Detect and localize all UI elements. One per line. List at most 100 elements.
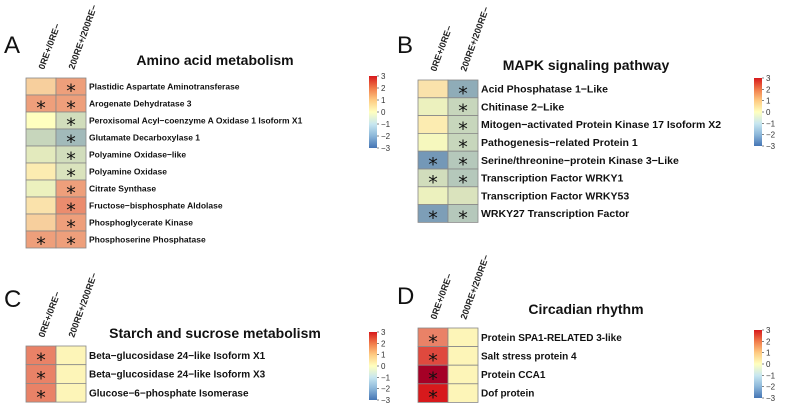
heatmap-cell-a-5-0 xyxy=(25,162,57,181)
significance-marker-a-8-1: * xyxy=(66,217,76,239)
heatmap-cell-d-2-1 xyxy=(447,364,479,385)
significance-marker-a-0-1: * xyxy=(66,81,76,103)
panel-label-a: A xyxy=(4,32,20,59)
significance-marker-a-6-1: * xyxy=(66,183,76,205)
significance-marker-b-5-0: * xyxy=(428,172,438,194)
panel-title-a: Amino acid metabolism xyxy=(136,52,293,68)
significance-marker-b-1-1: * xyxy=(458,101,468,123)
colorbar-tick-label-c-1: 2 xyxy=(381,339,386,348)
heatmap-cell-c-0-1 xyxy=(55,345,87,366)
significance-marker-c-2-0: * xyxy=(36,387,46,409)
heatmap-cell-a-8-0 xyxy=(25,213,57,232)
colorbar-tick-label-a-5: −2 xyxy=(381,132,391,141)
heatmap-cell-a-9-1 xyxy=(55,230,87,249)
row-label-c-2: Glucose−6−phosphate Isomerase xyxy=(89,388,249,399)
colorbar-tick-label-a-3: 0 xyxy=(381,108,386,117)
row-label-b-4: Serine/threonine−protein Kinase 3−Like xyxy=(481,155,679,167)
significance-marker-b-0-1: * xyxy=(458,83,468,105)
row-label-b-1: Chitinase 2−Like xyxy=(481,101,564,113)
colorbar-c xyxy=(369,332,377,400)
row-label-a-7: Fructose−bisphosphate Aldolase xyxy=(89,200,223,210)
row-label-c-1: Beta−glucosidase 24−like Isoform X3 xyxy=(89,370,266,381)
row-label-a-6: Citrate Synthase xyxy=(89,183,156,193)
colorbar-tick-label-a-4: −1 xyxy=(381,120,391,129)
column-label-d-0: 0RE+/0RE− xyxy=(428,272,454,321)
colorbar-tick-label-c-3: 0 xyxy=(381,362,386,371)
heatmap-cell-d-1-1 xyxy=(447,346,479,366)
colorbar-tick-label-d-2: 1 xyxy=(766,349,771,358)
significance-marker-a-3-1: * xyxy=(66,132,76,154)
colorbar-b xyxy=(754,78,762,146)
row-label-a-3: Glutamate Decarboxylase 1 xyxy=(89,132,200,142)
colorbar-tick-label-b-0: 3 xyxy=(766,74,771,83)
colorbar-tick-label-c-6: −3 xyxy=(381,396,391,405)
row-label-a-4: Polyamine Oxidase−like xyxy=(89,149,186,159)
heatmap-cell-d-0-1 xyxy=(447,327,479,348)
colorbar-tick-label-b-4: −1 xyxy=(766,119,776,128)
colorbar-tick-label-d-3: 0 xyxy=(766,360,771,369)
row-label-d-2: Protein CCA1 xyxy=(481,370,546,381)
panel-label-b: B xyxy=(397,32,413,59)
row-label-b-3: Pathogenesis−related Protein 1 xyxy=(481,137,638,149)
column-label-c-0: 0RE+/0RE− xyxy=(36,290,62,339)
colorbar-tick-label-a-6: −3 xyxy=(381,144,391,153)
row-label-a-1: Arogenate Dehydratase 3 xyxy=(89,98,192,108)
colorbar-d xyxy=(754,330,762,398)
significance-marker-d-3-0: * xyxy=(428,387,438,409)
panel-label-c: C xyxy=(4,286,21,313)
colorbar-tick-label-d-1: 2 xyxy=(766,337,771,346)
colorbar-tick-label-b-1: 2 xyxy=(766,85,771,94)
row-label-b-7: WRKY27 Transcription Factor xyxy=(481,208,629,220)
heatmap-cell-c-2-1 xyxy=(55,382,87,403)
significance-marker-a-9-1: * xyxy=(66,234,76,256)
colorbar-tick-label-a-1: 2 xyxy=(381,84,386,93)
heatmap-cell-c-1-1 xyxy=(55,364,87,384)
significance-marker-a-2-1: * xyxy=(66,115,76,137)
significance-marker-a-1-1: * xyxy=(66,98,76,120)
colorbar-tick-label-c-4: −1 xyxy=(381,373,391,382)
significance-marker-c-1-0: * xyxy=(36,368,46,390)
column-label-b-1: 200RE+/200RE− xyxy=(458,5,491,72)
significance-marker-d-2-0: * xyxy=(428,369,438,391)
colorbar-a xyxy=(369,76,377,148)
colorbar-tick-label-d-4: −1 xyxy=(766,371,776,380)
row-label-a-8: Phosphoglycerate Kinase xyxy=(89,217,193,227)
row-label-a-5: Polyamine Oxidase xyxy=(89,166,167,176)
significance-marker-a-9-0: * xyxy=(36,234,46,256)
row-label-b-2: Mitogen−activated Protein Kinase 17 Isof… xyxy=(481,119,721,131)
row-label-d-0: Protein SPA1-RELATED 3-like xyxy=(481,333,622,344)
significance-marker-c-0-0: * xyxy=(36,349,46,371)
column-label-b-0: 0RE+/0RE− xyxy=(428,24,454,73)
heatmap-cell-b-2-0 xyxy=(417,115,449,134)
colorbar-tick-label-a-0: 3 xyxy=(381,72,386,81)
panel-title-d: Circadian rhythm xyxy=(528,301,643,317)
column-label-a-0: 0RE+/0RE− xyxy=(36,22,62,71)
column-label-c-1: 200RE+/200RE− xyxy=(66,271,99,338)
heatmap-cell-b-6-0 xyxy=(417,186,449,206)
colorbar-tick-label-b-5: −2 xyxy=(766,131,776,140)
panel-label-d: D xyxy=(397,283,414,310)
panel-title-c: Starch and sucrose metabolism xyxy=(109,325,321,341)
heatmap-cell-d-3-1 xyxy=(447,383,479,403)
significance-marker-a-4-1: * xyxy=(66,149,76,171)
row-label-c-0: Beta−glucosidase 24−like Isoform X1 xyxy=(89,351,266,362)
row-label-a-2: Peroxisomal Acyl−coenzyme A Oxidase 1 Is… xyxy=(89,115,303,125)
panel-title-b: MAPK signaling pathway xyxy=(503,57,670,73)
row-label-b-6: Transcription Factor WRKY53 xyxy=(481,190,629,202)
heatmap-cell-b-7-1 xyxy=(447,204,479,223)
significance-marker-b-2-1: * xyxy=(458,119,468,141)
significance-marker-d-1-0: * xyxy=(428,350,438,372)
heatmap-cell-b-1-0 xyxy=(417,97,449,117)
heatmap-cell-a-6-0 xyxy=(25,179,57,198)
colorbar-tick-label-a-2: 1 xyxy=(381,96,386,105)
heatmap-cell-a-0-0 xyxy=(25,77,57,96)
row-label-a-9: Phosphoserine Phosphatase xyxy=(89,234,206,244)
colorbar-tick-label-b-3: 0 xyxy=(766,108,771,117)
column-label-a-1: 200RE+/200RE− xyxy=(66,3,99,70)
row-label-d-3: Dof protein xyxy=(481,389,534,400)
significance-marker-a-5-1: * xyxy=(66,166,76,188)
row-label-b-5: Transcription Factor WRKY1 xyxy=(481,173,624,185)
heatmap-cell-b-3-0 xyxy=(417,132,449,152)
colorbar-tick-label-c-2: 1 xyxy=(381,351,386,360)
